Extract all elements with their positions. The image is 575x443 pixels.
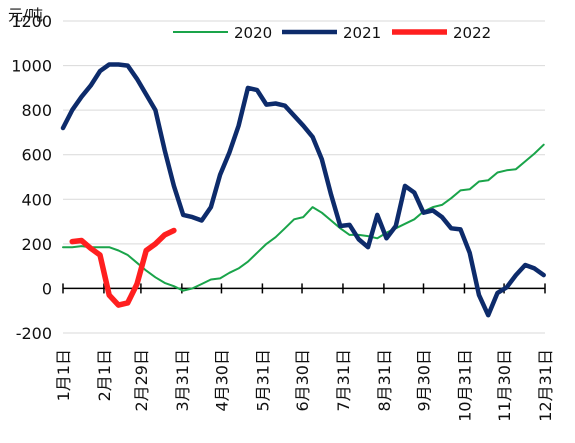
legend-label: 2020 [234,24,272,42]
y-tick-label: 1000 [11,57,52,76]
series-lines [60,62,546,318]
x-tick-label: 6月30日 [293,349,312,412]
legend: 2020 2021 2022 [173,24,491,42]
x-tick-label: 12月31日 [536,349,555,422]
legend-label: 2021 [343,24,381,42]
y-tick-label: 0 [42,279,52,298]
x-tick-label: 1月1日 [54,349,73,401]
x-tick-label: 9月30日 [415,349,434,412]
x-tick-label: 3月31日 [173,349,192,412]
y-tick-label: 200 [21,235,52,254]
y-tick-label: 1200 [11,12,52,31]
x-tick-label: 7月31日 [334,349,353,412]
y-tick-label: -200 [16,324,52,343]
series-line-2022 [69,227,177,308]
legend-item: 2020 [173,24,272,42]
x-tick-labels: 1月1日 2月1日 2月29日 3月31日 4月30日 5月31日 6月30日 7月31日 8月… [54,349,555,422]
x-tick-label: 4月30日 [212,349,231,412]
gridlines [63,20,545,334]
x-tick-label: 5月31日 [253,349,272,412]
legend-label: 2022 [453,24,491,42]
y-axis-unit-label: 元/吨 [8,6,43,24]
x-tick-label: 8月31日 [375,349,394,412]
x-axis [62,283,546,294]
series-line-2021 [60,62,546,318]
x-tick-label: 2月1日 [95,349,114,401]
x-tick-label: 11月30日 [495,349,514,422]
y-tick-label: 800 [21,101,52,120]
y-tick-label: 400 [21,190,52,209]
y-tick-label: 600 [21,146,52,165]
legend-item: 2022 [392,24,491,42]
x-tick-label: 2月29日 [132,349,151,412]
legend-item: 2021 [282,24,381,42]
x-tick-label: 10月31日 [455,349,474,422]
y-tick-labels: -200 0 200 400 600 800 1000 1200 [11,12,52,343]
